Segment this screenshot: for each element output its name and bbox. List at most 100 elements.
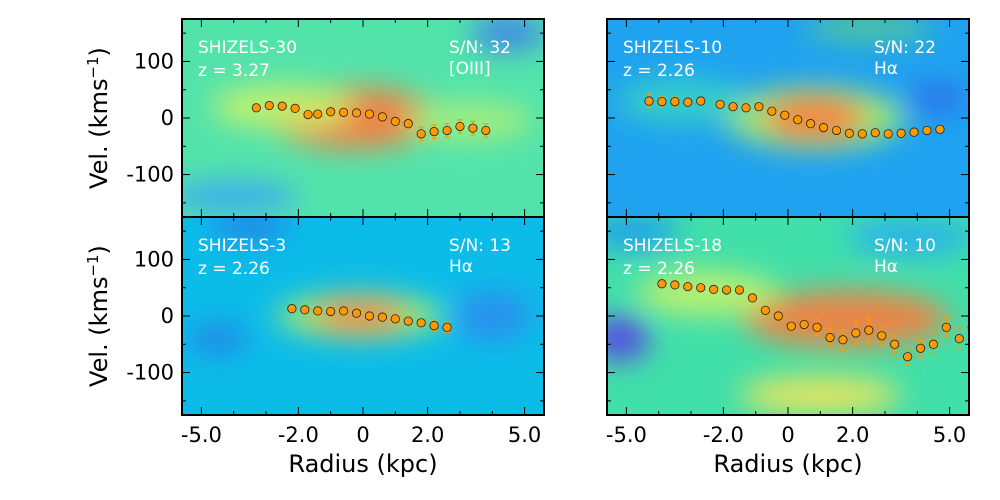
data-point — [903, 353, 911, 361]
data-point — [871, 129, 879, 137]
data-point — [813, 323, 821, 331]
x-tick-label: -2.0 — [703, 423, 744, 447]
data-point — [469, 124, 477, 132]
data-point — [793, 115, 801, 123]
data-point — [314, 110, 322, 118]
data-point — [697, 97, 705, 105]
data-point — [265, 101, 273, 109]
data-point — [443, 323, 451, 331]
panel-shizels-10: SHIZELS-10z = 2.26S/N: 22Hα — [607, 13, 969, 217]
data-point — [684, 282, 692, 290]
data-point — [365, 110, 373, 118]
data-point — [658, 97, 666, 105]
data-point — [800, 320, 808, 328]
emission-blob — [169, 180, 298, 214]
data-point — [288, 304, 296, 312]
data-point — [326, 307, 334, 315]
data-point — [839, 336, 847, 344]
data-point — [482, 126, 490, 134]
x-tick-label: 2.0 — [411, 423, 444, 447]
data-point — [443, 126, 451, 134]
data-point — [339, 108, 347, 116]
emission-line-label: [OIII] — [449, 59, 491, 79]
emission-blob — [188, 324, 246, 352]
data-point — [819, 123, 827, 131]
data-point — [826, 333, 834, 341]
data-point — [981, 346, 989, 354]
data-point — [404, 317, 412, 325]
data-point — [755, 102, 763, 110]
galaxy-name-label: SHIZELS-10 — [623, 38, 722, 58]
data-point — [404, 119, 412, 127]
data-point — [684, 98, 692, 106]
data-point — [417, 319, 425, 327]
data-point — [709, 285, 717, 293]
data-point — [832, 126, 840, 134]
data-point — [430, 321, 438, 329]
y-tick-label: -100 — [126, 361, 174, 385]
data-point — [252, 104, 260, 112]
x-tick-label: -2.0 — [278, 423, 319, 447]
data-point — [291, 104, 299, 112]
data-point — [890, 340, 898, 348]
data-point — [748, 294, 756, 302]
data-point — [878, 332, 886, 340]
data-point — [897, 129, 905, 137]
redshift-label: z = 3.27 — [198, 61, 270, 81]
x-axis-label-left: Radius (kpc) — [288, 450, 437, 478]
data-point — [735, 286, 743, 294]
data-point — [729, 102, 737, 110]
data-point — [936, 125, 944, 133]
emission-blob — [904, 84, 969, 112]
data-point — [742, 104, 750, 112]
data-point — [916, 344, 924, 352]
x-tick-label: 0 — [356, 423, 369, 447]
data-point — [722, 286, 730, 294]
x-tick-label: -5.0 — [181, 423, 222, 447]
data-point — [430, 127, 438, 135]
x-tick-label: 5.0 — [933, 423, 966, 447]
emission-blob — [740, 375, 902, 415]
y-tick-label: 100 — [134, 49, 174, 73]
data-point — [391, 117, 399, 125]
data-point — [304, 110, 312, 118]
panel-shizels-30: 1000-100SHIZELS-30z = 3.27S/N: 32[OIII] — [126, 16, 547, 217]
data-point — [391, 315, 399, 323]
emission-blob — [617, 78, 746, 123]
data-point — [716, 100, 724, 108]
data-point — [923, 126, 931, 134]
data-point — [781, 111, 789, 119]
data-point — [278, 102, 286, 110]
data-point — [942, 323, 950, 331]
redshift-label: z = 2.26 — [198, 259, 270, 279]
data-point — [645, 97, 653, 105]
redshift-label: z = 2.26 — [623, 259, 695, 279]
y-tick-label: 0 — [161, 106, 174, 130]
figure: 1000-100SHIZELS-30z = 3.27S/N: 32[OIII] … — [0, 0, 1000, 500]
data-point — [456, 122, 464, 130]
data-point — [845, 129, 853, 137]
data-point — [910, 128, 918, 136]
data-point — [884, 130, 892, 138]
signal-to-noise-label: S/N: 22 — [874, 38, 936, 58]
panel-shizels-3: -5.0 -2.0 0 2.0 5.0 100 0 -100 SHIZELS-3 z = 2.26… — [126, 211, 544, 447]
signal-to-noise-label: S/N: 32 — [449, 38, 511, 58]
redshift-label: z = 2.26 — [623, 61, 695, 81]
y-axis-label-bottom: Vel. (kms−1) — [84, 245, 113, 387]
x-tick-label: 0 — [781, 423, 794, 447]
data-point — [858, 130, 866, 138]
data-point — [787, 322, 795, 330]
data-point — [768, 107, 776, 115]
data-point — [806, 119, 814, 127]
data-point — [658, 280, 666, 288]
data-point — [339, 307, 347, 315]
data-point — [671, 281, 679, 289]
emission-line-label: Hα — [874, 257, 898, 277]
data-point — [671, 97, 679, 105]
data-point — [301, 306, 309, 314]
data-point — [378, 113, 386, 121]
data-point — [761, 306, 769, 314]
data-point — [774, 312, 782, 320]
data-point — [417, 130, 425, 138]
data-point — [352, 309, 360, 317]
